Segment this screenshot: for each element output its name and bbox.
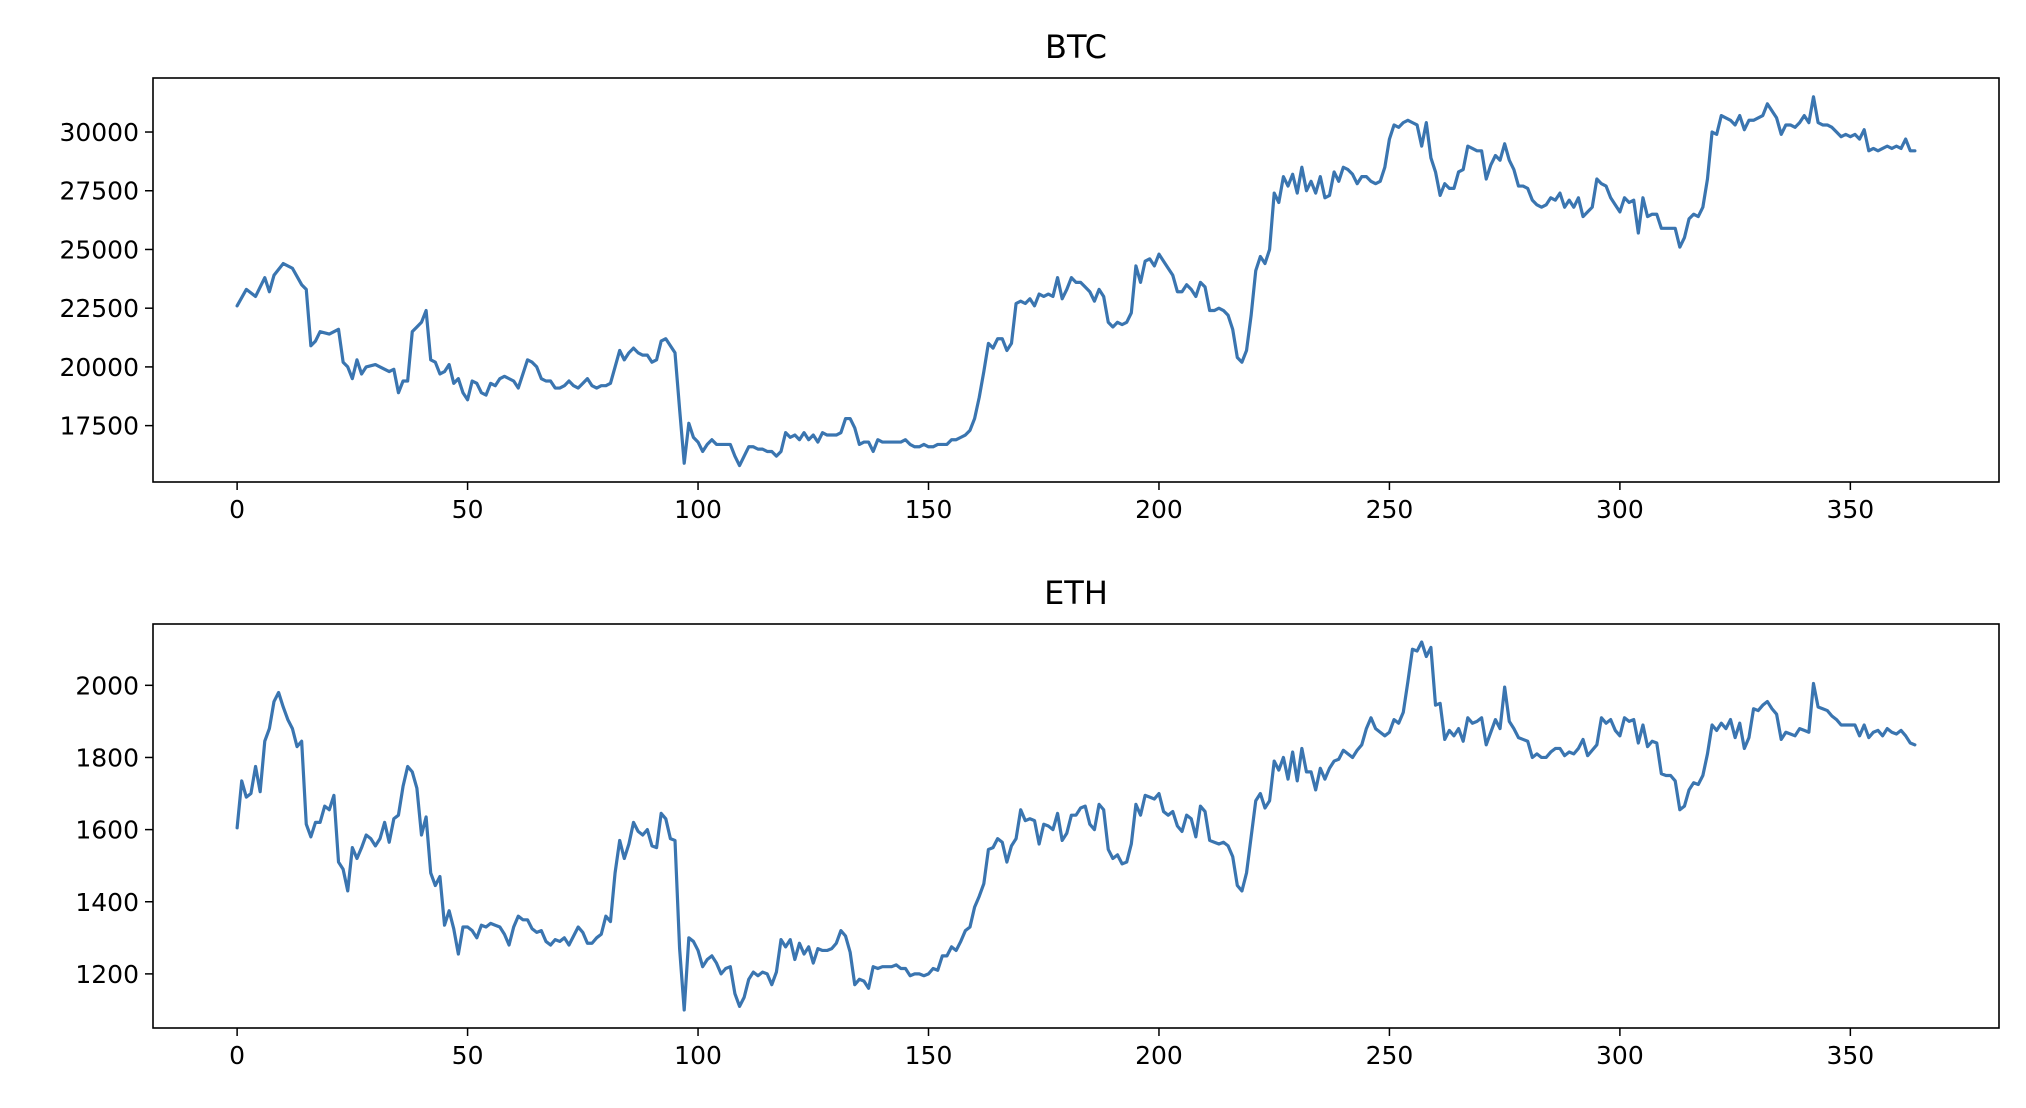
btc-x-axis: 0 50 100 150 200 250 300 350 (229, 482, 1874, 524)
btc-x-tick-label: 0 (229, 495, 245, 524)
btc-x-tick-label: 150 (905, 495, 953, 524)
btc-price-line (235, 95, 1917, 468)
eth-x-tick-label: 50 (452, 1041, 484, 1070)
eth-price-line (235, 640, 1917, 1012)
eth-y-axis: 1200 1400 1600 1800 2000 (75, 671, 153, 989)
btc-y-tick-label: 25000 (59, 235, 139, 264)
eth-x-tick-label: 100 (674, 1041, 722, 1070)
btc-y-tick-label: 22500 (59, 294, 139, 323)
eth-panel: ETH 0 50 100 150 200 250 300 350 1200 1400 1600 18… (75, 574, 2000, 1070)
eth-x-axis: 0 50 100 150 200 250 300 350 (229, 1028, 1874, 1070)
btc-title: BTC (1045, 28, 1107, 66)
btc-x-tick-label: 200 (1135, 495, 1183, 524)
btc-x-tick-label: 300 (1596, 495, 1644, 524)
btc-x-tick-label: 50 (452, 495, 484, 524)
eth-title: ETH (1044, 574, 1108, 612)
btc-y-tick-label: 30000 (59, 118, 139, 147)
btc-x-tick-label: 350 (1826, 495, 1874, 524)
eth-x-tick-label: 200 (1135, 1041, 1183, 1070)
eth-axes-frame (152, 623, 2000, 1029)
btc-y-tick-label: 27500 (59, 177, 139, 206)
btc-panel: BTC 0 50 100 150 200 250 300 350 17500 20000 2250… (59, 28, 2000, 524)
eth-x-tick-label: 150 (905, 1041, 953, 1070)
btc-x-tick-label: 100 (674, 495, 722, 524)
eth-x-tick-label: 0 (229, 1041, 245, 1070)
eth-y-tick-label: 1600 (75, 816, 139, 845)
btc-x-tick-label: 250 (1366, 495, 1414, 524)
eth-x-tick-label: 350 (1826, 1041, 1874, 1070)
eth-y-tick-label: 1800 (75, 743, 139, 772)
btc-axes-frame (152, 77, 2000, 483)
eth-y-tick-label: 1400 (75, 888, 139, 917)
btc-y-tick-label: 20000 (59, 353, 139, 382)
btc-y-tick-label: 17500 (59, 412, 139, 441)
eth-y-tick-label: 1200 (75, 960, 139, 989)
eth-x-tick-label: 250 (1366, 1041, 1414, 1070)
eth-x-tick-label: 300 (1596, 1041, 1644, 1070)
eth-y-tick-label: 2000 (75, 671, 139, 700)
btc-y-axis: 17500 20000 22500 25000 27500 30000 (59, 118, 153, 441)
